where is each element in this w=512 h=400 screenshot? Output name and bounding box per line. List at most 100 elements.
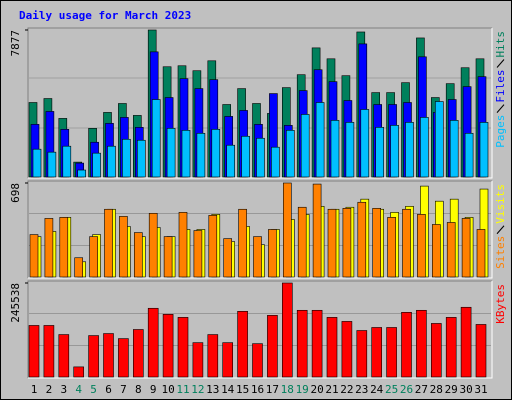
x-tick-label: 29 <box>445 383 458 396</box>
bar <box>256 137 265 178</box>
bar <box>461 218 471 278</box>
bar <box>431 224 441 278</box>
chart-title: Daily usage for March 2023 <box>19 9 191 22</box>
bar <box>192 342 204 378</box>
bar <box>401 312 412 378</box>
bar <box>223 238 232 278</box>
bar <box>297 206 307 278</box>
bar <box>267 315 278 378</box>
bar <box>479 122 489 178</box>
bar <box>345 122 355 178</box>
bar <box>32 148 42 178</box>
bar <box>475 324 487 378</box>
panel-bevel-light <box>28 28 493 179</box>
bar <box>387 217 396 278</box>
panel-bevel-dark <box>27 180 492 278</box>
x-tick-label: 4 <box>75 383 82 396</box>
x-tick-label: 2 <box>46 383 53 396</box>
x-tick-label: 13 <box>206 383 219 396</box>
bar <box>357 201 367 278</box>
bar <box>476 229 486 278</box>
bar <box>47 151 57 178</box>
bar <box>181 130 191 178</box>
x-tick-label: 5 <box>90 383 97 396</box>
bar <box>133 329 144 378</box>
bar <box>28 325 40 378</box>
x-tick-label: 7 <box>120 383 127 396</box>
bar <box>73 366 84 378</box>
bar <box>74 257 83 278</box>
x-tick-label: 8 <box>135 383 142 396</box>
legend-label: KBytes <box>494 284 507 324</box>
bar <box>77 169 86 178</box>
bar <box>390 125 399 178</box>
bar <box>226 144 235 178</box>
bar <box>196 132 206 178</box>
bar <box>178 212 188 278</box>
x-tick-label: 30 <box>459 383 472 396</box>
legend-label: Files <box>494 70 507 103</box>
panel-bevel-light <box>28 181 493 279</box>
bar <box>237 311 248 378</box>
bar <box>271 146 280 178</box>
bar <box>416 309 427 378</box>
bar <box>311 309 323 378</box>
bar <box>300 114 310 178</box>
x-tick-label: 23 <box>355 383 368 396</box>
bar <box>118 338 129 378</box>
x-tick-label: 12 <box>191 383 204 396</box>
x-tick-label: 18 <box>281 383 294 396</box>
x-tick-label: 14 <box>221 383 235 396</box>
x-tick-label: 20 <box>310 383 323 396</box>
bar <box>405 122 414 178</box>
bar <box>92 152 101 178</box>
bar <box>341 321 353 378</box>
bar <box>147 307 159 378</box>
bar <box>372 208 382 278</box>
bar <box>330 120 340 178</box>
bar <box>211 129 221 178</box>
legend-label: Sites <box>494 236 507 269</box>
bar <box>460 306 472 378</box>
bar <box>402 208 411 278</box>
bar <box>326 317 338 378</box>
bar <box>134 232 143 278</box>
bar <box>58 334 70 378</box>
bar <box>104 208 113 278</box>
x-tick-label: 25 <box>385 383 398 396</box>
bar <box>417 214 426 278</box>
bar <box>445 317 457 378</box>
y-tick-label: 7877 <box>9 30 22 57</box>
x-tick-label: 31 <box>474 383 487 396</box>
bar <box>151 99 161 178</box>
y-tick-label: 245538 <box>9 283 22 323</box>
y-tick-label: 698 <box>9 183 22 203</box>
x-tick-label: 10 <box>161 383 174 396</box>
panel-bevel-light <box>28 281 493 379</box>
x-tick-label: 11 <box>176 383 189 396</box>
bar <box>43 325 55 378</box>
bar <box>360 109 370 178</box>
bar <box>62 145 72 178</box>
x-tick-label: 3 <box>60 383 67 396</box>
bar <box>222 342 233 378</box>
bar <box>420 117 429 178</box>
bar <box>252 343 263 378</box>
panel-bevel-dark <box>27 27 492 178</box>
x-tick-label: 21 <box>325 383 338 396</box>
bar <box>356 330 368 378</box>
legend-label: Hits <box>494 31 507 58</box>
bar <box>386 327 397 378</box>
bar <box>177 317 189 378</box>
panel-bevel-dark <box>27 280 492 378</box>
x-tick-label: 17 <box>266 383 279 396</box>
x-tick-label: 22 <box>340 383 353 396</box>
bar <box>449 120 459 178</box>
x-tick-label: 27 <box>415 383 428 396</box>
bar <box>148 213 158 278</box>
bar <box>371 327 383 378</box>
legend-separator <box>496 225 505 235</box>
bar <box>89 236 98 278</box>
bar <box>241 135 250 178</box>
x-tick-label: 28 <box>430 383 443 396</box>
